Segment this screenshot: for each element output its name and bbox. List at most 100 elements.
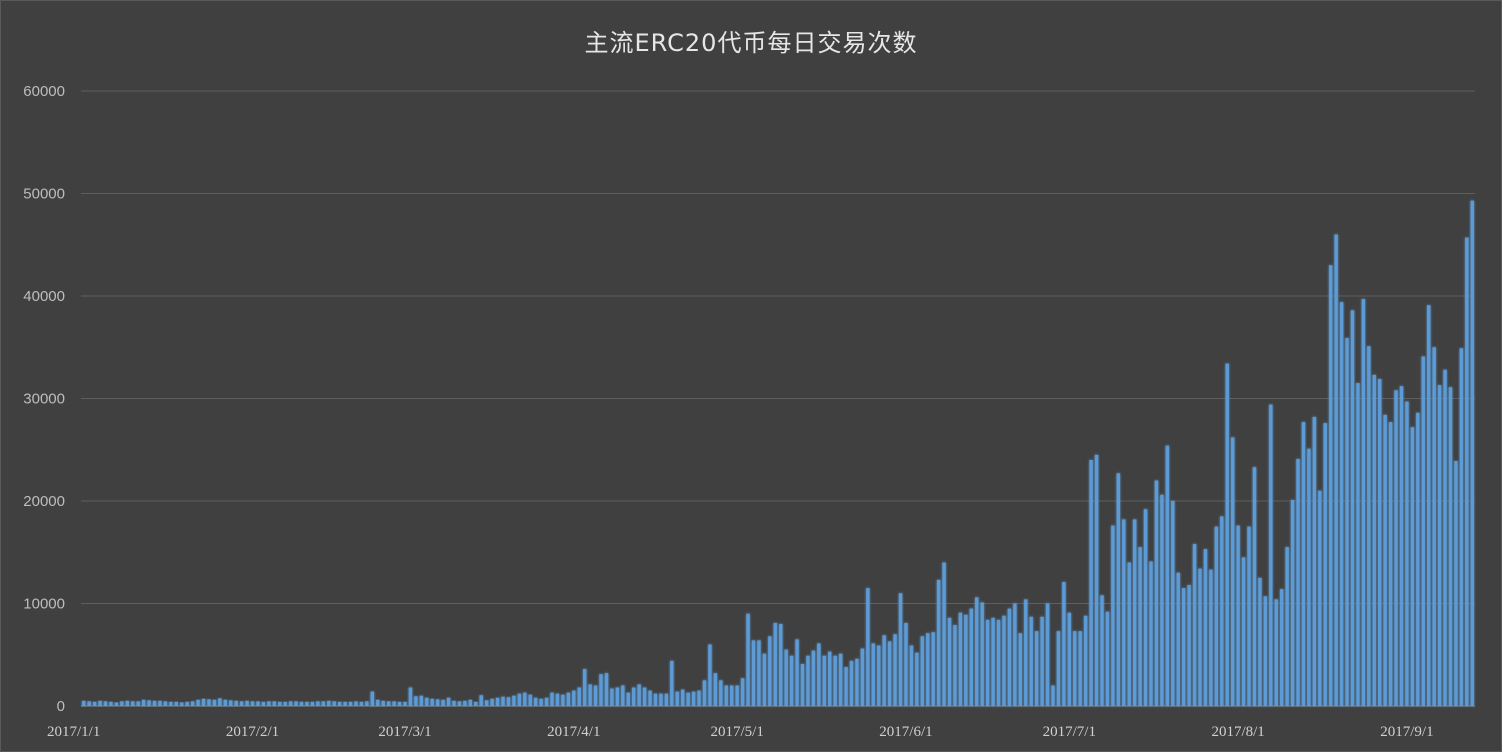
bar: [800, 663, 805, 706]
bar: [1220, 516, 1224, 706]
bar: [283, 701, 287, 706]
bar: [740, 678, 745, 706]
bar: [648, 690, 652, 706]
bar: [1078, 631, 1082, 706]
bar: [555, 693, 560, 706]
bar: [174, 701, 178, 706]
bar: [321, 701, 326, 706]
bar: [109, 701, 113, 706]
bar: [871, 643, 875, 706]
bar: [435, 699, 440, 706]
bar: [152, 700, 157, 706]
bar: [855, 658, 859, 706]
bar: [860, 648, 865, 706]
bar: [1181, 588, 1186, 706]
bar: [806, 655, 810, 706]
bar: [299, 701, 304, 706]
bar: [926, 633, 930, 706]
bar: [1024, 599, 1028, 706]
bar: [239, 701, 244, 706]
bar: [1263, 596, 1268, 706]
bar: [523, 692, 527, 706]
bar: [1296, 458, 1300, 706]
bar: [131, 701, 135, 706]
bar: [169, 701, 173, 706]
bar: [931, 632, 935, 706]
bar: [185, 701, 189, 706]
bar: [544, 697, 549, 706]
bar: [484, 700, 489, 706]
bar: [1067, 612, 1072, 706]
bar: [1448, 387, 1453, 706]
bar: [1165, 445, 1170, 706]
bar: [272, 701, 276, 706]
bar: [1274, 599, 1278, 706]
bar: [370, 691, 375, 706]
bar: [294, 701, 298, 706]
bar: [103, 701, 108, 706]
bar: [1138, 547, 1142, 706]
bar: [1034, 631, 1039, 706]
bar: [757, 640, 761, 706]
bar: [392, 701, 396, 706]
bar: [365, 701, 369, 706]
bar: [1149, 561, 1153, 706]
bar: [1225, 363, 1229, 706]
bar: [397, 701, 402, 706]
bar: [730, 685, 734, 706]
bar: [1427, 305, 1431, 706]
bar: [245, 700, 249, 706]
x-tick-label: 2017/6/1: [879, 724, 932, 740]
bar: [849, 660, 854, 706]
bar: [904, 622, 908, 706]
bar: [1405, 401, 1409, 706]
bar: [1111, 525, 1115, 706]
bar: [664, 693, 669, 706]
bar: [621, 685, 625, 706]
bar: [430, 698, 434, 706]
bar: [403, 701, 407, 706]
bar: [1372, 374, 1376, 706]
bar: [1290, 499, 1295, 706]
y-tick-label: 0: [57, 698, 65, 715]
bar: [811, 650, 816, 706]
bar: [572, 690, 576, 706]
x-tick-label: 2017/9/1: [1380, 724, 1433, 740]
bar: [87, 701, 91, 706]
bar: [490, 698, 494, 706]
bar: [1127, 562, 1131, 706]
bar: [550, 692, 554, 706]
bar: [114, 702, 119, 706]
bar: [1209, 569, 1213, 706]
bar: [675, 691, 679, 706]
bar: [386, 701, 391, 706]
bar: [1230, 437, 1235, 706]
bar: [348, 701, 353, 706]
bar: [942, 562, 946, 706]
bar: [1383, 414, 1387, 706]
bar: [1187, 585, 1191, 706]
bar: [844, 667, 848, 706]
bar: [1323, 423, 1327, 706]
bar: [223, 699, 227, 706]
bar: [632, 687, 636, 706]
bar: [256, 701, 260, 706]
bar: [626, 692, 630, 706]
bar: [1318, 490, 1322, 706]
bar: [419, 695, 424, 706]
bar: [659, 693, 663, 706]
bar: [566, 692, 571, 706]
bar: [1350, 310, 1355, 706]
bar: [1160, 494, 1164, 706]
bar: [501, 696, 505, 706]
bar: [915, 652, 919, 706]
bar: [561, 694, 565, 706]
bar: [288, 701, 293, 706]
bar: [1437, 385, 1442, 706]
bar: [975, 597, 979, 706]
bar: [1083, 615, 1088, 706]
bar: [463, 700, 467, 706]
bar: [887, 641, 892, 706]
bar: [1307, 448, 1311, 706]
x-tick-label: 2017/2/1: [226, 724, 279, 740]
